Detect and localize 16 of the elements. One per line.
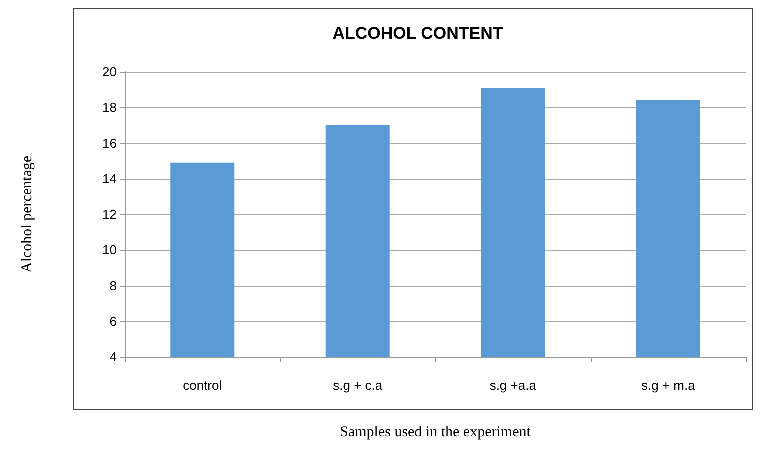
y-tick-label: 18: [102, 100, 117, 116]
x-tick-label: s.g + m.a: [641, 378, 696, 393]
y-tick-label: 4: [110, 350, 117, 364]
y-tick-label: 20: [102, 64, 117, 80]
y-tick-label: 14: [102, 171, 117, 186]
x-tick-label: s.g +a.a: [490, 378, 538, 393]
y-tick-label: 8: [110, 278, 117, 294]
x-tick-label: control: [183, 378, 222, 393]
y-tick-label: 16: [102, 136, 117, 151]
x-tick-label: s.g + c.a: [333, 378, 384, 393]
y-tick-label: 12: [102, 207, 117, 222]
y-tick-label: 6: [110, 314, 117, 329]
x-axis-title: Samples used in the experiment: [340, 424, 532, 440]
y-tick-label: 10: [102, 242, 117, 258]
chart-title: ALCOHOL CONTENT: [332, 24, 504, 43]
y-axis-title: Alcohol percentage: [20, 156, 36, 274]
